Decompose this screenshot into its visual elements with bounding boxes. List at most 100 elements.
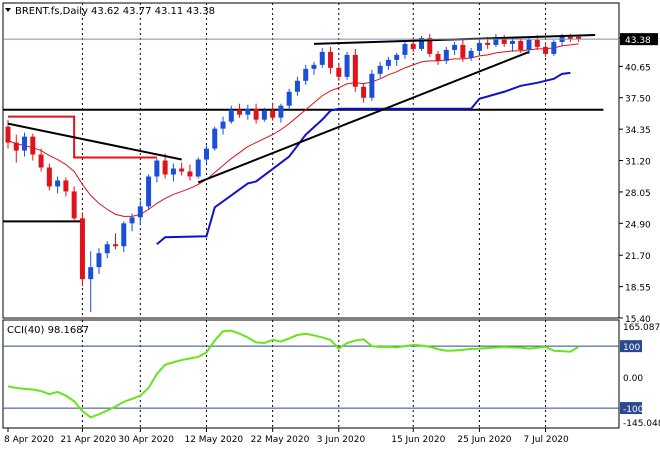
candle-body bbox=[13, 142, 19, 151]
candle-body bbox=[137, 206, 143, 218]
candle-body bbox=[294, 80, 300, 92]
candle bbox=[328, 46, 334, 74]
candle-body bbox=[443, 49, 449, 61]
candle-body bbox=[576, 36, 582, 40]
candle-body bbox=[5, 126, 11, 143]
candle-body bbox=[38, 154, 44, 168]
candle-body bbox=[195, 159, 201, 177]
candle-body bbox=[476, 42, 482, 51]
candle-body bbox=[526, 39, 532, 50]
candle-body bbox=[286, 91, 292, 106]
candle-body bbox=[187, 171, 193, 177]
dropdown-arrow-icon[interactable] bbox=[5, 8, 11, 12]
candle-body bbox=[303, 68, 309, 81]
candle-body bbox=[551, 41, 557, 54]
cci-tick-label: 0.00 bbox=[623, 374, 643, 384]
candle bbox=[278, 103, 284, 123]
candle bbox=[518, 38, 524, 53]
candle bbox=[228, 105, 234, 124]
candle-body bbox=[121, 223, 127, 247]
cci-tick-label: -100 bbox=[623, 405, 644, 415]
candle bbox=[63, 177, 69, 197]
candle bbox=[361, 82, 367, 103]
candle-body bbox=[402, 43, 408, 55]
cci-level-tag bbox=[620, 340, 642, 353]
candle-body bbox=[253, 108, 259, 120]
candle bbox=[443, 46, 449, 64]
candle-body bbox=[361, 86, 367, 98]
candle bbox=[30, 133, 36, 161]
time-tick-label: 12 May 2020 bbox=[184, 435, 243, 445]
candle-body bbox=[493, 37, 499, 45]
candle bbox=[71, 186, 77, 222]
cci-tick-label: 165.0879 bbox=[623, 323, 660, 333]
chart-header: BRENT.fs,Daily 43.62 43.77 43.11 43.38 bbox=[5, 6, 215, 17]
candle bbox=[286, 88, 292, 110]
candle-body bbox=[220, 121, 226, 129]
candle bbox=[261, 107, 267, 122]
symbol-label: BRENT.fs,Daily bbox=[15, 6, 88, 17]
time-tick-label: 30 Apr 2020 bbox=[118, 435, 174, 445]
candle bbox=[13, 134, 19, 163]
candle bbox=[385, 56, 391, 70]
candle-body bbox=[534, 39, 540, 47]
candle-body bbox=[154, 160, 160, 177]
price-tick-label: 21.70 bbox=[625, 252, 651, 262]
candle bbox=[179, 162, 185, 176]
candle bbox=[46, 163, 52, 191]
candle-body bbox=[104, 244, 110, 254]
candle-body bbox=[278, 105, 284, 118]
candle-body bbox=[46, 167, 52, 187]
candle bbox=[427, 33, 433, 57]
candles bbox=[5, 33, 582, 313]
supertrend-down-line bbox=[8, 115, 157, 159]
candle bbox=[245, 104, 251, 120]
candle bbox=[344, 51, 350, 80]
candle-body bbox=[179, 168, 185, 172]
candle bbox=[452, 41, 458, 55]
candle bbox=[493, 33, 499, 47]
candle-body bbox=[212, 128, 218, 149]
candle bbox=[212, 126, 218, 151]
candle bbox=[195, 157, 201, 179]
price-tick-label: 31.20 bbox=[625, 158, 651, 168]
candle-body bbox=[71, 191, 77, 219]
candle-body bbox=[170, 168, 176, 175]
candle-body bbox=[79, 218, 85, 280]
candle bbox=[187, 164, 193, 181]
candle-body bbox=[509, 40, 515, 44]
candle bbox=[460, 38, 466, 62]
time-tick-label: 21 Apr 2020 bbox=[60, 435, 116, 445]
candle-body bbox=[245, 108, 251, 115]
candle bbox=[526, 36, 532, 54]
candle-body bbox=[427, 37, 433, 54]
candle bbox=[402, 40, 408, 59]
price-tick-label: 15.40 bbox=[625, 315, 651, 325]
candle-body bbox=[113, 244, 119, 247]
time-tick-label: 22 May 2020 bbox=[251, 435, 310, 445]
candle bbox=[369, 69, 375, 101]
time-tick-label: 8 Apr 2020 bbox=[4, 435, 54, 445]
candle bbox=[435, 50, 441, 65]
candle-body bbox=[468, 50, 474, 58]
candle bbox=[509, 37, 515, 52]
candle-body bbox=[22, 136, 28, 151]
candle bbox=[104, 241, 110, 259]
candle bbox=[253, 103, 259, 124]
candle-body bbox=[319, 51, 325, 65]
candle-body bbox=[352, 54, 358, 87]
candle-body bbox=[228, 109, 234, 122]
candle bbox=[336, 62, 342, 81]
time-axis: 8 Apr 2020 21 Apr 2020 30 Apr 2020 12 May 2… bbox=[4, 428, 569, 445]
indicators bbox=[7, 43, 579, 246]
candle bbox=[38, 148, 44, 172]
candle-body bbox=[419, 37, 424, 49]
cci-panel-frame bbox=[2, 319, 620, 429]
candle-body bbox=[30, 136, 36, 155]
cci-tick-label: -145.0485 bbox=[623, 419, 660, 429]
moving-average-line bbox=[7, 43, 579, 217]
cci-level-tag bbox=[620, 402, 642, 415]
candle-body bbox=[328, 51, 334, 68]
